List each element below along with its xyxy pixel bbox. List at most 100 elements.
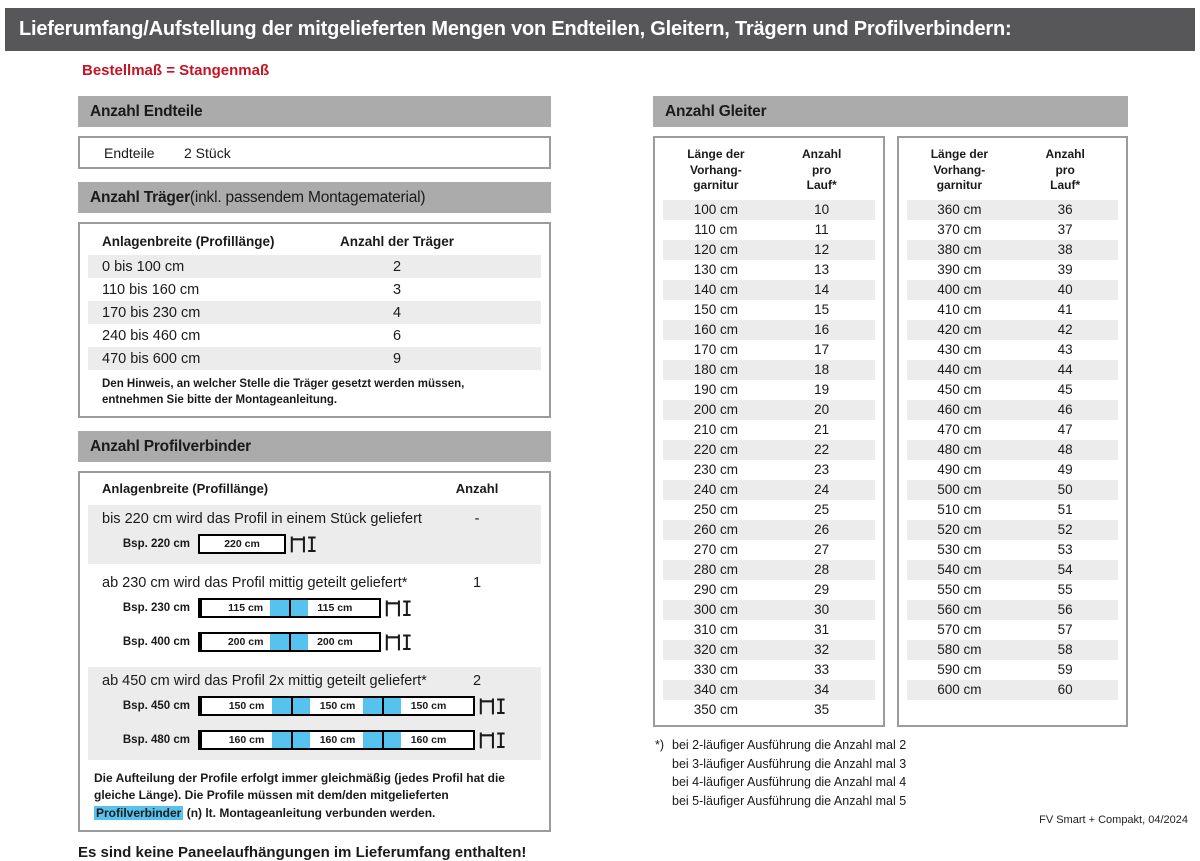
profile-connector-highlight (271, 698, 310, 715)
count-cell: 4 (392, 304, 402, 321)
length-cell: 480 cm (937, 442, 982, 458)
count-cell: 35 (814, 702, 830, 718)
profile-segment: 160 cm (200, 732, 291, 749)
gleiter-rows: 100 cm 10 110 cm 11 120 cm 12 130 cm 13 140 cm 14… (663, 199, 875, 720)
length-cell: 550 cm (937, 582, 982, 598)
count-cell: 57 (1057, 622, 1073, 638)
length-cell: 400 cm (937, 282, 982, 298)
gleiter-tables: Länge der Vorhang- garnitur Anzahl pro L… (653, 136, 1128, 727)
profile-segment: 220 cm (224, 538, 260, 551)
table-row: 570 cm 57 (907, 620, 1119, 640)
count-cell: 39 (1057, 262, 1073, 278)
table-row: 240 cm 24 (663, 479, 875, 500)
table-row: 600 cm 60 (906, 679, 1118, 700)
group-count: 2 (472, 673, 482, 690)
length-cell: 310 cm (693, 622, 739, 638)
count-cell: 21 (814, 422, 830, 438)
table-row: 340 cm 34 (663, 679, 875, 700)
table-row: 180 cm 18 (663, 359, 875, 380)
length-cell: 490 cm (937, 462, 982, 478)
table-row: 470 bis 600 cm 9 (88, 347, 541, 370)
endteile-label: Endteile (104, 144, 155, 161)
column-header-anzahl: Anzahl (455, 481, 499, 497)
length-cell: 130 cm (693, 262, 739, 278)
section-header-gleiter: Anzahl Gleiter (653, 96, 1128, 127)
page-title: Lieferumfang/Aufstellung der mitgeliefer… (19, 18, 1012, 40)
length-cell: 350 cm (693, 702, 739, 718)
count-cell: 22 (814, 442, 830, 458)
profile-bar: 150 cm 150 cm 150 cm (198, 696, 475, 717)
table-row: 440 cm 44 (906, 359, 1118, 380)
count-cell: 17 (814, 342, 830, 358)
profile-diagram: Bsp. 450 cm 150 cm 150 cm 150 cm (102, 694, 527, 718)
count-cell: 31 (814, 622, 830, 638)
table-row: 410 cm 41 (907, 300, 1119, 320)
table-row: 490 cm 49 (907, 460, 1119, 480)
table-row: 170 cm 17 (663, 340, 875, 360)
profilverbinder-group: ab 230 cm wird das Profil mittig geteilt… (88, 569, 541, 662)
count-cell: 38 (1057, 242, 1073, 258)
range-cell: 470 bis 600 cm (102, 350, 201, 367)
table-row: 290 cm 29 (663, 580, 875, 600)
count-cell: 51 (1057, 502, 1073, 518)
count-cell: 43 (1057, 342, 1073, 358)
traeger-table: Anlagenbreite (Profillänge) Anzahl der T… (78, 222, 551, 419)
gleiter-table-2: Länge der Vorhang- garnitur Anzahl pro L… (896, 136, 1128, 727)
length-cell: 220 cm (693, 442, 739, 458)
count-cell: 47 (1057, 422, 1073, 438)
length-cell: 300 cm (693, 602, 739, 618)
range-cell: 110 bis 160 cm (102, 281, 200, 298)
table-row: 460 cm 46 (906, 399, 1118, 420)
footnote-line: *) bei 2-läufiger Ausführung die Anzahl m… (655, 736, 1128, 755)
length-cell: 570 cm (937, 622, 982, 638)
table-row: 150 cm 15 (663, 300, 875, 320)
column-header-anzahl-pro-lauf: Anzahl pro Lauf* (801, 147, 842, 193)
length-cell: 340 cm (693, 682, 739, 698)
note-text: Die Aufteilung der Profile erfolgt immer… (94, 771, 505, 803)
length-cell: 540 cm (937, 562, 982, 578)
table-row: 390 cm 39 (907, 260, 1119, 280)
table-row: 510 cm 51 (907, 500, 1119, 520)
length-cell: 460 cm (937, 402, 982, 418)
length-cell: 580 cm (937, 642, 982, 658)
length-cell: 380 cm (937, 242, 982, 258)
count-cell: 41 (1057, 302, 1073, 318)
table-row: 250 cm 25 (663, 500, 875, 520)
table-row: 0 bis 100 cm 2 (88, 255, 541, 278)
table-row: 370 cm 37 (907, 220, 1119, 240)
count-cell: 27 (814, 542, 830, 558)
group-description: ab 230 cm wird das Profil mittig geteilt… (102, 575, 408, 592)
length-cell: 330 cm (693, 662, 739, 678)
length-cell: 270 cm (693, 542, 739, 558)
length-cell: 170 cm (693, 342, 739, 358)
table-row: 360 cm 36 (906, 199, 1118, 220)
count-cell: 50 (1057, 482, 1073, 498)
profile-diagram: Bsp. 220 cm 220 cm (102, 532, 527, 556)
traeger-rows: 0 bis 100 cm 2 110 bis 160 cm 3 170 bis 230 … (88, 255, 541, 370)
table-row: 330 cm 33 (663, 660, 875, 680)
count-cell: 24 (814, 482, 830, 498)
count-cell: 56 (1057, 602, 1073, 618)
length-cell: 520 cm (937, 522, 982, 538)
mounting-bracket-icon (289, 532, 317, 556)
no-panel-note: Es sind keine Paneelaufhängungen im Lief… (78, 844, 527, 861)
diagram-label: Bsp. 480 cm (122, 734, 190, 747)
length-cell: 100 cm (693, 202, 739, 218)
length-cell: 450 cm (937, 382, 982, 398)
length-cell: 440 cm (937, 362, 982, 378)
table-row: 380 cm 38 (906, 239, 1118, 260)
count-cell: 59 (1057, 662, 1073, 678)
range-cell: 170 bis 230 cm (102, 304, 201, 321)
length-cell: 290 cm (693, 582, 739, 598)
profile-diagram: Bsp. 230 cm 115 cm 115 cm (102, 596, 527, 620)
count-cell: 11 (814, 222, 829, 238)
section-title: Anzahl Träger (90, 188, 190, 206)
table-row: 590 cm 59 (907, 660, 1119, 680)
table-row: 110 cm 11 (663, 220, 875, 240)
highlighted-term: Profilverbinder (94, 805, 184, 820)
count-cell: 13 (814, 262, 830, 278)
profile-diagram: Bsp. 480 cm 160 cm 160 cm 160 cm (102, 728, 527, 752)
table-row: 580 cm 58 (906, 639, 1118, 660)
table-row: 540 cm 54 (906, 559, 1118, 580)
group-description: bis 220 cm wird das Profil in einem Stüc… (102, 511, 422, 528)
